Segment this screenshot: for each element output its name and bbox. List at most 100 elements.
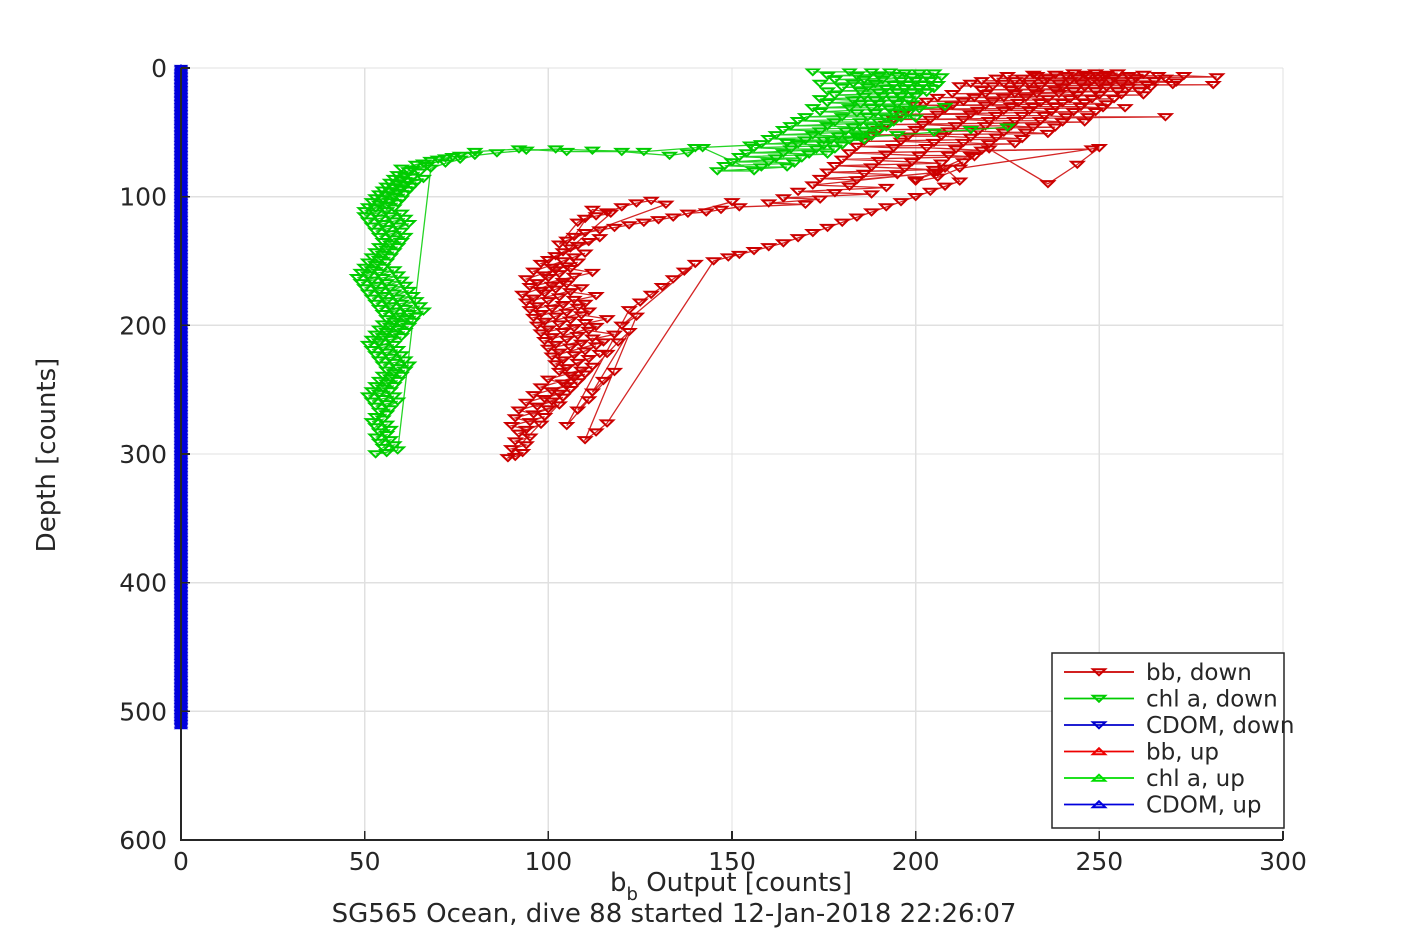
data-marker	[436, 159, 455, 168]
data-marker	[569, 358, 587, 368]
data-marker	[363, 418, 381, 427]
data-marker	[363, 276, 381, 285]
data-marker	[583, 362, 602, 372]
data-marker	[576, 436, 594, 445]
data-marker	[840, 104, 859, 113]
data-marker	[870, 118, 888, 127]
data-marker	[528, 402, 546, 412]
data-marker	[400, 286, 418, 296]
data-marker	[1013, 135, 1031, 144]
data-marker	[367, 423, 385, 432]
series-chl-a-down	[348, 68, 1017, 459]
data-marker	[547, 312, 565, 321]
data-marker	[378, 258, 396, 267]
data-marker	[378, 448, 396, 458]
data-marker	[587, 212, 605, 221]
data-marker	[826, 75, 844, 85]
data-marker	[653, 283, 671, 292]
data-marker	[598, 349, 616, 359]
data-marker	[367, 227, 385, 237]
data-marker	[1086, 108, 1105, 117]
data-marker	[730, 203, 749, 212]
data-marker	[370, 232, 389, 242]
data-marker	[774, 126, 793, 135]
legend-entry-chl-a-down[interactable]: chl a, down	[1064, 687, 1278, 713]
data-marker	[826, 189, 844, 198]
data-marker	[400, 322, 418, 332]
data-marker	[359, 289, 378, 298]
data-marker	[987, 74, 1006, 83]
data-marker	[547, 285, 565, 294]
data-marker	[811, 108, 829, 117]
data-marker	[554, 257, 572, 266]
data-marker	[627, 312, 646, 321]
data-marker	[1208, 73, 1226, 82]
data-marker	[367, 281, 385, 291]
data-marker	[561, 385, 580, 395]
data-marker	[389, 222, 407, 231]
data-marker	[370, 304, 389, 314]
data-marker	[407, 297, 425, 306]
data-marker	[892, 198, 910, 207]
data-marker	[539, 405, 558, 414]
data-marker	[370, 338, 389, 347]
legend-box[interactable]	[1051, 652, 1285, 829]
data-marker	[561, 343, 580, 352]
data-marker	[675, 267, 693, 276]
data-marker	[367, 351, 385, 360]
legend-entry-chl-a-up[interactable]: chl a, up	[1064, 766, 1245, 792]
data-marker	[1068, 160, 1086, 170]
data-marker	[704, 257, 723, 266]
data-marker	[499, 454, 517, 463]
data-marker	[980, 140, 998, 149]
data-marker	[903, 158, 921, 167]
data-marker	[862, 104, 881, 113]
data-marker	[760, 158, 778, 167]
y-tick-label: 100	[119, 183, 167, 212]
data-marker	[1079, 113, 1097, 122]
legend-entry-cdom-down[interactable]: CDOM, down	[1064, 713, 1294, 739]
data-marker	[1116, 104, 1134, 113]
legend-entry-bb-down[interactable]: bb, down	[1064, 660, 1252, 686]
data-marker	[818, 122, 837, 131]
data-marker	[1105, 95, 1123, 104]
data-marker	[884, 144, 903, 153]
data-marker	[532, 420, 550, 430]
data-marker	[1164, 80, 1182, 90]
data-marker	[804, 228, 822, 238]
x-tick-label: 200	[892, 847, 940, 876]
data-marker	[686, 259, 704, 269]
data-marker	[605, 223, 624, 233]
data-marker	[936, 182, 954, 192]
data-marker	[613, 321, 631, 330]
data-marker	[539, 375, 558, 385]
data-marker	[389, 397, 407, 406]
data-marker	[962, 126, 980, 135]
data-marker	[355, 207, 374, 216]
data-marker	[385, 358, 403, 368]
data-marker	[510, 406, 528, 415]
data-marker	[642, 290, 660, 300]
legend-entry-cdom-up[interactable]: CDOM, up	[1064, 793, 1262, 819]
data-marker	[374, 343, 392, 352]
data-marker	[378, 400, 396, 409]
data-marker	[558, 147, 576, 157]
data-marker	[587, 342, 605, 351]
data-marker	[561, 316, 580, 325]
data-marker	[657, 200, 675, 210]
data-marker	[976, 122, 995, 131]
data-marker	[1020, 79, 1039, 89]
data-marker	[973, 146, 991, 156]
data-marker	[903, 100, 921, 109]
data-marker	[569, 258, 587, 267]
data-marker	[635, 218, 653, 228]
data-marker	[583, 205, 602, 215]
data-marker	[605, 330, 624, 340]
data-marker	[367, 402, 385, 412]
data-marker	[392, 237, 411, 247]
legend-entry-bb-up[interactable]: bb, up	[1064, 740, 1219, 766]
data-marker	[870, 156, 888, 166]
x-tick-label: 50	[349, 847, 381, 876]
data-marker	[980, 145, 998, 154]
